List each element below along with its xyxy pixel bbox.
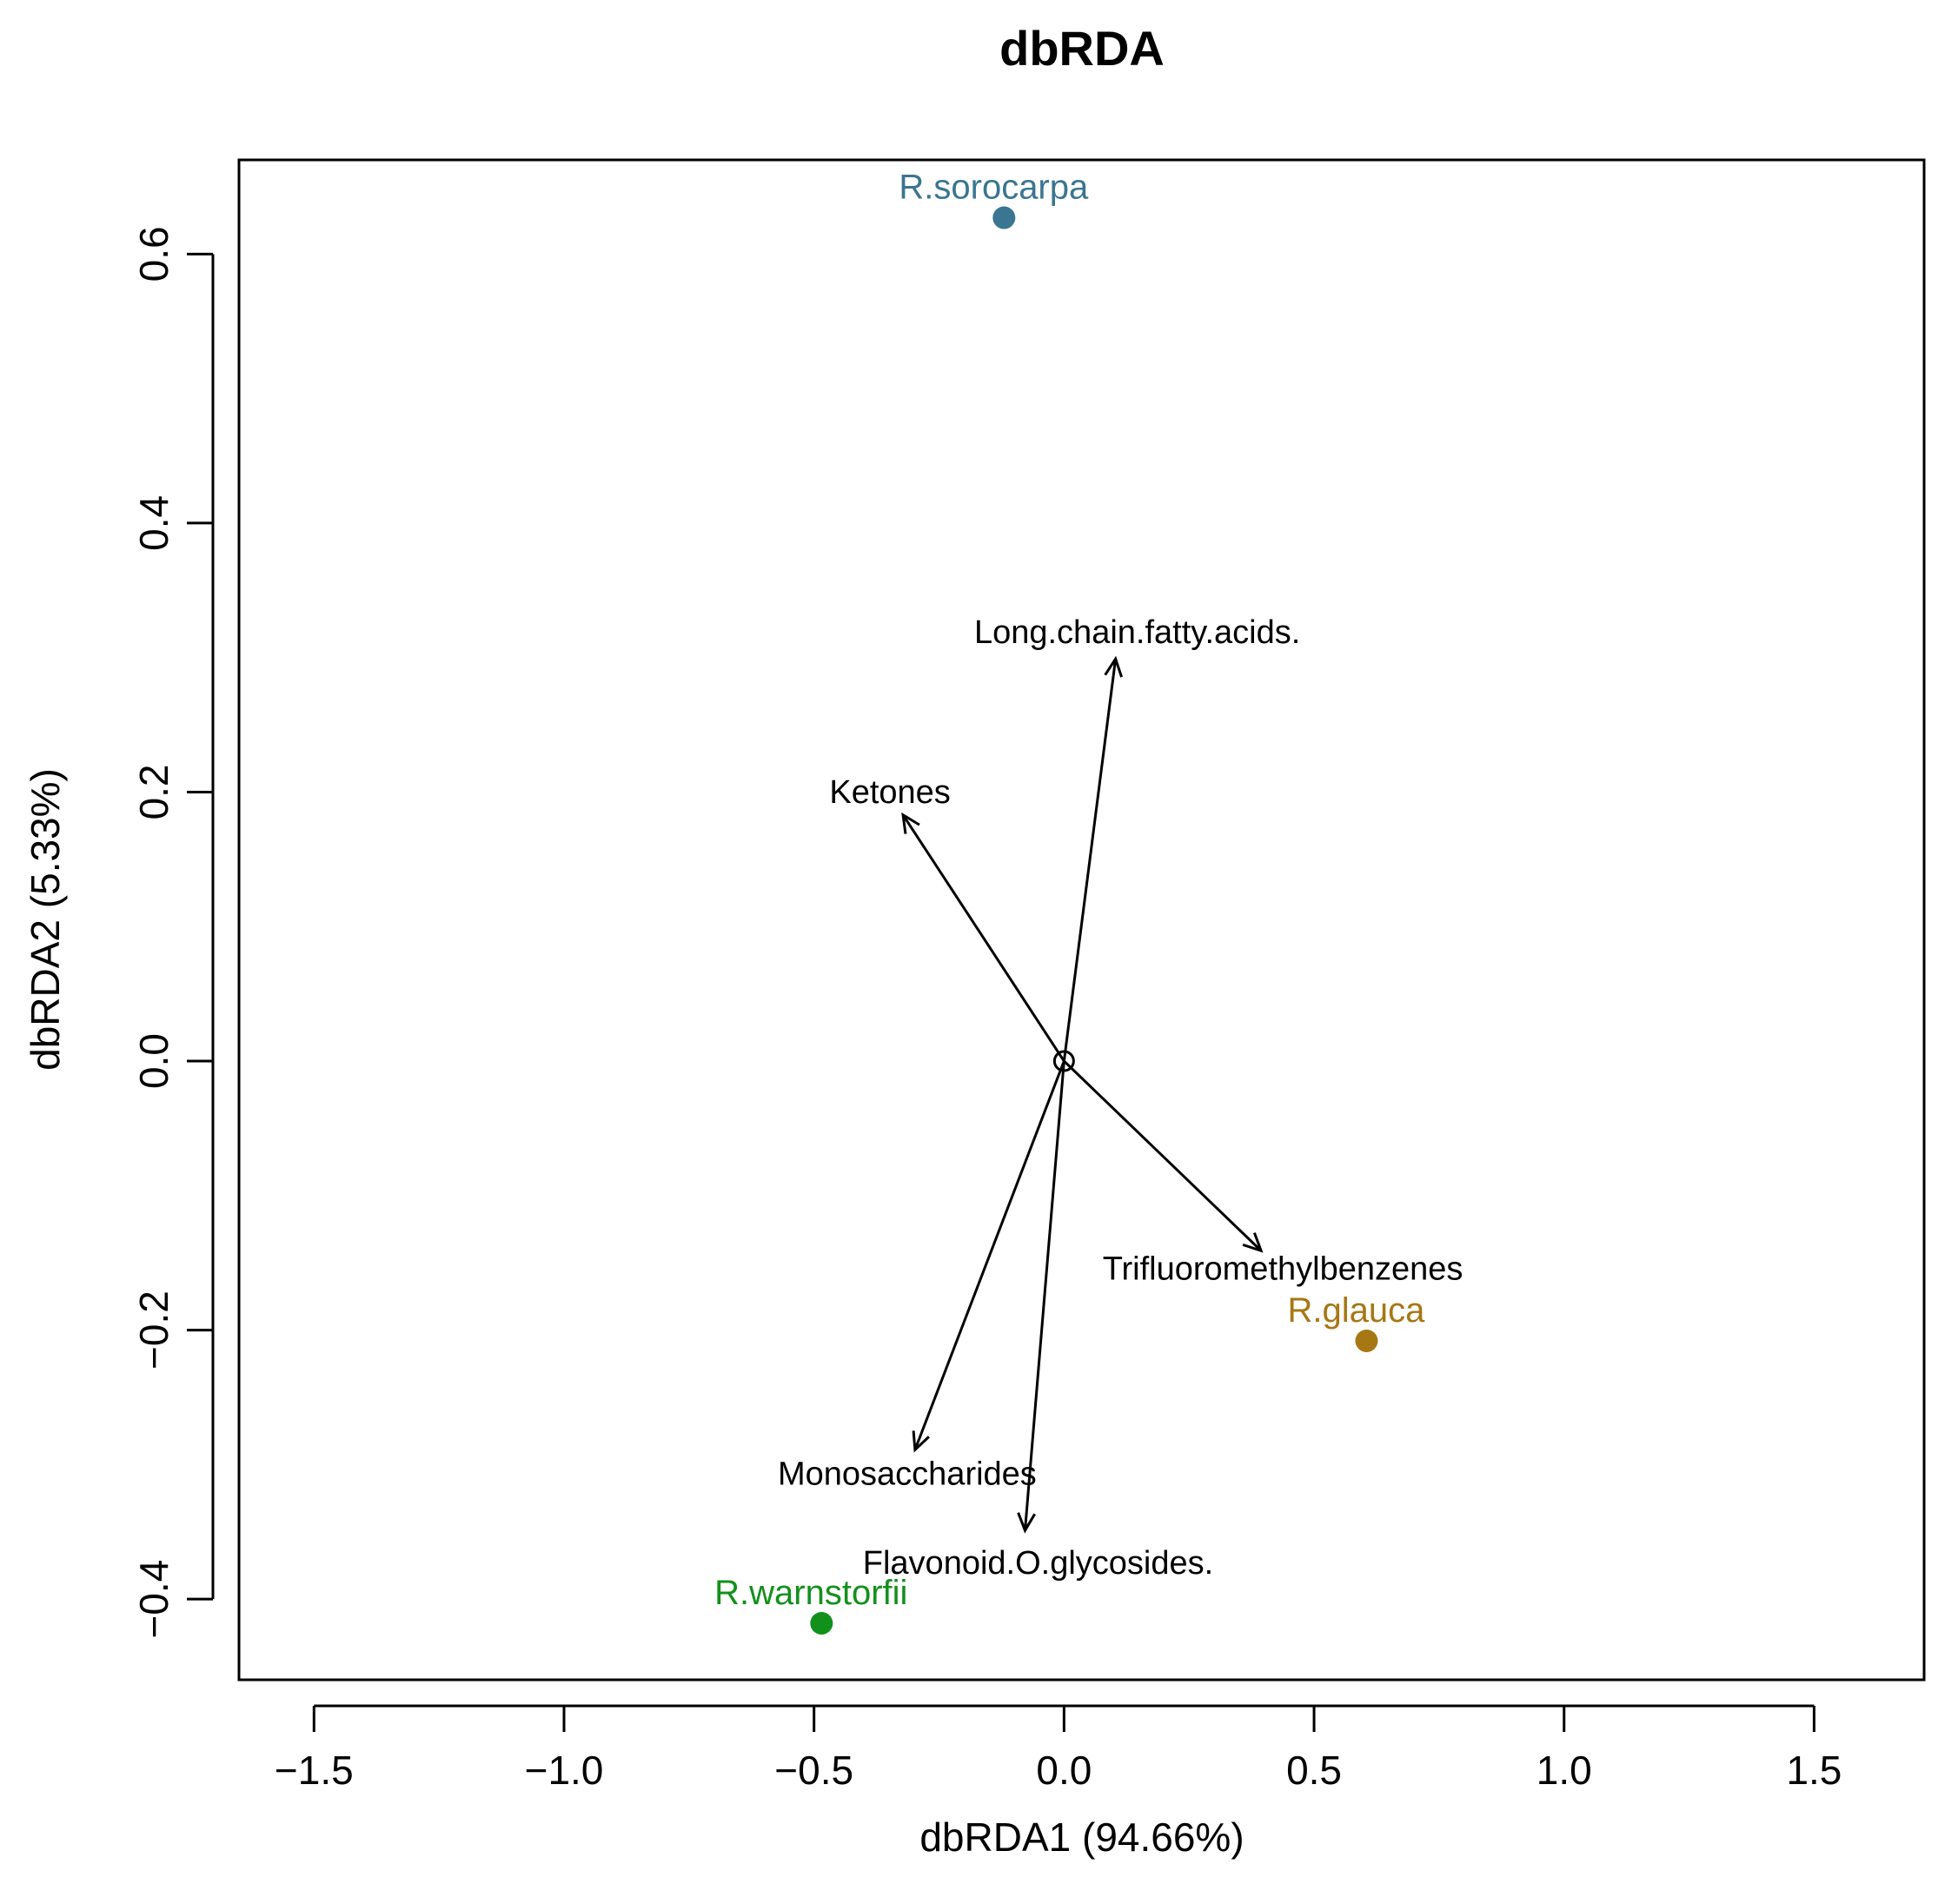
y-tick-label: 0.0 (131, 1033, 176, 1089)
y-tick-label: 0.2 (131, 764, 176, 819)
x-axis-label: dbRDA1 (94.66%) (919, 1814, 1244, 1860)
point-r-glauca (1355, 1329, 1378, 1352)
x-tick-label: −1.0 (525, 1748, 604, 1793)
x-tick-label: 0.5 (1286, 1748, 1342, 1793)
y-tick-label: −0.2 (131, 1290, 176, 1370)
x-tick-label: 1.5 (1786, 1748, 1842, 1793)
origin-marker (1052, 1050, 1075, 1072)
x-tick-label: 0.0 (1036, 1748, 1092, 1793)
vector-long-chain-fatty-acids (1062, 659, 1118, 1062)
point-r-warnstorfii (810, 1611, 833, 1635)
vector-label-long-chain-fatty-acids: Long.chain.fatty.acids. (974, 614, 1300, 651)
y-axis: −0.4 −0.2 0.0 0.2 0.4 0.6 (131, 226, 215, 1639)
chart-title: dbRDA (999, 21, 1165, 76)
point-r-sorocarpa (992, 206, 1016, 229)
arrowhead-long-chain-fatty-acids (1104, 655, 1124, 678)
arrowhead-ketones (901, 812, 920, 834)
x-tick-label: −0.5 (774, 1748, 853, 1793)
arrowhead-trifluoromethylbenzenes (1242, 1232, 1264, 1253)
vector-label-ketones: Ketones (829, 774, 950, 811)
vector-label-monosaccharides: Monosaccharides (778, 1456, 1037, 1492)
point-label-r-glauca: R.glauca (1288, 1291, 1426, 1330)
y-axis-label: dbRDA2 (5.33%) (23, 768, 68, 1071)
plot-frame (237, 158, 1926, 1682)
x-axis: −1.5 −1.0 −0.5 0.0 0.5 1.0 1.5 (275, 1704, 1842, 1793)
vector-trifluoromethylbenzenes (1063, 1059, 1263, 1252)
vector-label-trifluoromethylbenzenes: Trifluoromethylbenzenes (1103, 1251, 1463, 1287)
vector-flavonoid-o-glycosides (1023, 1060, 1065, 1531)
y-tick-label: 0.6 (131, 226, 176, 282)
vector-layer: Long.chain.fatty.acids. Ketones Trifluorom… (778, 614, 1463, 1582)
point-label-r-warnstorfii: R.warnstorfii (714, 1574, 907, 1612)
arrowhead-flavonoid-o-glycosides (1017, 1512, 1036, 1534)
point-label-r-sorocarpa: R.sorocarpa (899, 169, 1089, 207)
y-tick-label: 0.4 (131, 495, 176, 551)
arrowhead-monosaccharides (912, 1430, 930, 1453)
vector-ketones (901, 813, 1065, 1062)
vector-label-flavonoid-o-glycosides: Flavonoid.O.glycosides. (863, 1545, 1213, 1582)
x-tick-label: −1.5 (275, 1748, 354, 1793)
vector-monosaccharides (913, 1060, 1065, 1450)
y-tick-label: −0.4 (131, 1560, 176, 1639)
x-tick-label: 1.0 (1536, 1748, 1592, 1793)
point-layer: R.sorocarpa R.glauca R.warnstorfii (714, 169, 1425, 1635)
